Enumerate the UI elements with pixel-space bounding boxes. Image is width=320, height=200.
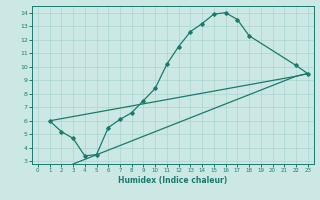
X-axis label: Humidex (Indice chaleur): Humidex (Indice chaleur) [118,176,228,185]
